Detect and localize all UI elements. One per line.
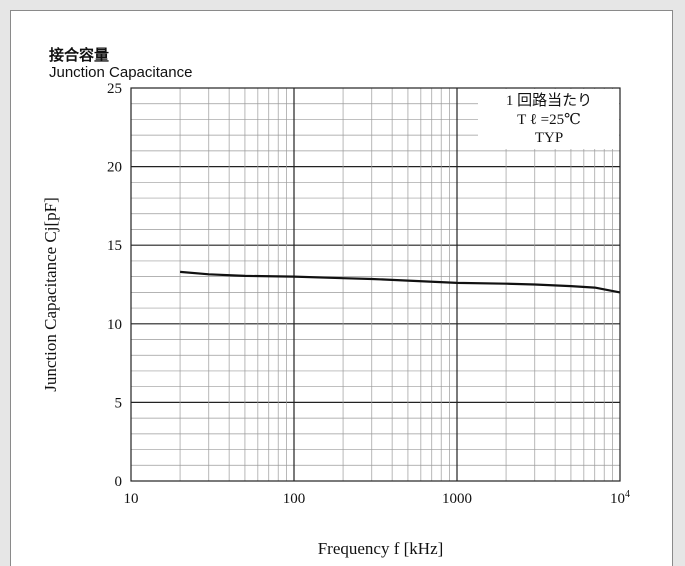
x-tick-label: 100	[283, 491, 306, 507]
series-line	[180, 270, 621, 294]
y-axis-label: Junction Capacitance Cj[pF]	[41, 197, 60, 392]
x-axis-label: Frequency f [kHz]	[318, 539, 444, 558]
y-tick-label: 15	[107, 238, 122, 254]
annotation-line: TYP	[535, 130, 563, 146]
y-tick-label: 20	[107, 160, 122, 176]
x-tick-label: 1000	[442, 491, 472, 507]
annotation-line: 1 回路当たり	[506, 92, 592, 109]
plot-frame	[130, 87, 621, 482]
y-tick-label: 10	[107, 317, 122, 333]
x-tick-label: 104	[610, 489, 630, 507]
annotation-box: 1 回路当たり T ℓ =25℃ TYP	[478, 89, 619, 149]
grid	[131, 88, 620, 481]
annotation-background	[478, 89, 619, 149]
series-layer	[180, 270, 621, 294]
x-tick-label: 10	[124, 491, 139, 507]
chart-title: 接合容量	[49, 46, 110, 64]
y-tick-label: 0	[115, 474, 123, 490]
y-tick-label: 5	[115, 395, 123, 411]
axes: 0 5 10 15 20 25 10 100 1000 104 Frequency f [kHz] J…	[41, 81, 630, 558]
chart-subtitle: Junction Capacitance	[49, 64, 193, 81]
annotation-line: T ℓ =25℃	[517, 112, 581, 128]
y-tick-label: 25	[107, 81, 122, 97]
x-tick-superscript: 4	[625, 489, 630, 500]
